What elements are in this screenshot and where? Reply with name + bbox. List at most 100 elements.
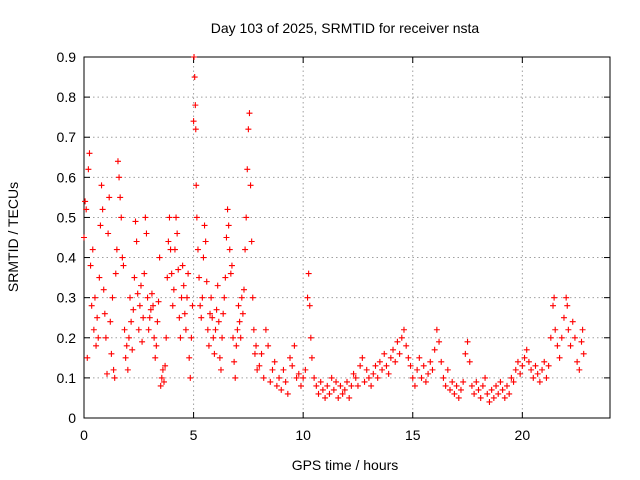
data-point [411,382,418,389]
data-point [221,294,228,301]
data-point [192,102,199,109]
y-tick-label: 0.8 [57,89,77,105]
data-point [451,390,458,397]
data-point [541,358,548,365]
data-point [438,358,445,365]
data-point [361,378,368,385]
data-point [223,234,230,241]
data-point [305,270,312,277]
data-point [230,334,237,341]
data-point [203,278,210,285]
data-point [95,334,102,341]
data-point [376,358,383,365]
data-point [150,302,157,309]
data-point [114,158,121,165]
data-point [564,302,571,309]
data-point [550,302,557,309]
data-point [510,378,517,385]
data-point [169,302,176,309]
data-point [503,382,510,389]
data-point [420,362,427,369]
data-point [164,274,171,281]
data-point [235,302,242,309]
data-point [256,362,263,369]
data-point [363,366,370,373]
data-point [517,370,524,377]
y-tick-label: 0.2 [57,330,77,346]
data-point [166,214,173,221]
data-point [215,318,222,325]
data-point [405,354,412,361]
x-tick-label: 15 [405,427,421,443]
data-point [134,290,141,297]
data-point [490,394,497,401]
data-point [163,334,170,341]
data-point [243,214,250,221]
data-point [191,54,198,60]
data-point [414,366,421,373]
data-point [217,366,224,373]
data-point [189,302,196,309]
data-point [143,230,150,237]
data-point [196,274,203,281]
data-point [547,334,554,341]
data-point [499,386,506,393]
data-point [287,354,294,361]
data-point [567,342,574,349]
data-point [185,270,192,277]
tick-layer [83,56,610,419]
data-point [322,394,329,401]
data-point [482,374,489,381]
data-point [232,374,239,381]
x-axis-label: GPS time / hours [292,457,399,473]
data-point [354,382,361,389]
data-point [214,282,221,289]
data-point [88,302,95,309]
data-point [260,374,267,381]
data-point [119,254,126,261]
data-point [201,222,208,229]
data-point [271,358,278,365]
data-point [133,238,140,245]
data-point [569,318,576,325]
data-point [216,354,223,361]
data-point [178,294,185,301]
data-point [151,334,158,341]
data-point [488,386,495,393]
data-point [179,262,186,269]
data-point [84,354,91,361]
data-point [135,326,142,333]
data-point [254,366,261,373]
data-point [295,370,302,377]
data-point [124,366,131,373]
data-point [144,294,151,301]
data-point [400,326,407,333]
data-point [348,382,355,389]
data-point [97,222,104,229]
data-point [141,270,148,277]
data-point [108,350,115,357]
data-point [159,366,166,373]
data-point [139,338,146,345]
data-point [307,334,314,341]
data-point [381,350,388,357]
data-point [245,126,252,133]
data-point [306,302,313,309]
data-point [96,274,103,281]
y-tick-label: 0.1 [57,370,77,386]
data-point [231,358,238,365]
data-point [280,366,287,373]
data-point [158,374,165,381]
data-point [211,350,218,357]
data-point [379,366,386,373]
data-point [308,354,315,361]
data-point [297,382,304,389]
data-point [447,386,454,393]
data-point [433,326,440,333]
y-axis-label: SRMTID / TECUs [5,182,21,292]
data-point [506,390,513,397]
data-point [579,326,586,333]
data-point [514,358,521,365]
data-point [543,374,550,381]
data-point [170,286,177,293]
